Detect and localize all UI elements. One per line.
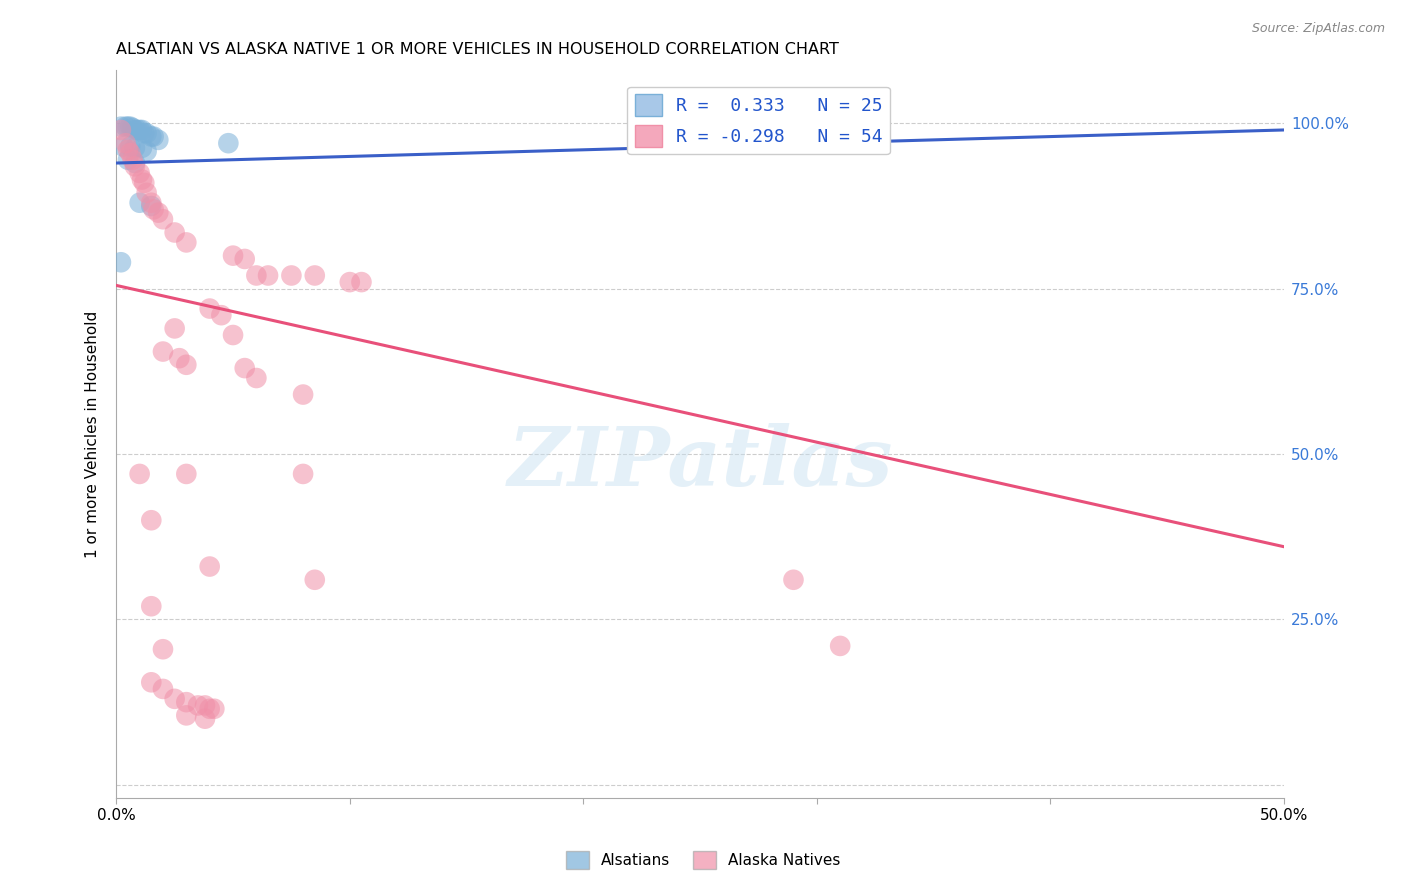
Point: [176, 695, 198, 709]
Point: [350, 275, 373, 289]
Point: [117, 153, 139, 167]
Point: [112, 139, 135, 153]
Point: [152, 344, 174, 359]
Point: [245, 371, 267, 385]
Point: [222, 249, 245, 263]
Point: [304, 268, 326, 283]
Point: [233, 361, 256, 376]
Point: [120, 146, 142, 161]
Point: [117, 120, 139, 134]
Point: [110, 255, 132, 269]
Point: [117, 143, 139, 157]
Point: [198, 301, 221, 316]
Point: [176, 358, 198, 372]
Point: [292, 387, 315, 401]
Point: [131, 141, 153, 155]
Point: [110, 123, 132, 137]
Point: [124, 141, 146, 155]
Point: [135, 144, 157, 158]
Point: [202, 702, 225, 716]
Point: [141, 129, 163, 144]
Point: [121, 153, 143, 167]
Point: [176, 235, 198, 250]
Legend: R =  0.333   N = 25, R = -0.298   N = 54: R = 0.333 N = 25, R = -0.298 N = 54: [627, 87, 890, 154]
Point: [141, 195, 163, 210]
Point: [233, 252, 256, 266]
Text: ALSATIAN VS ALASKA NATIVE 1 OR MORE VEHICLES IN HOUSEHOLD CORRELATION CHART: ALSATIAN VS ALASKA NATIVE 1 OR MORE VEHI…: [117, 42, 839, 57]
Point: [257, 268, 280, 283]
Point: [124, 123, 146, 137]
Point: [135, 186, 157, 200]
Point: [142, 129, 165, 144]
Point: [128, 195, 150, 210]
Point: [128, 166, 150, 180]
Point: [152, 642, 174, 657]
Point: [124, 159, 146, 173]
Point: [141, 675, 163, 690]
Point: [148, 133, 170, 147]
Point: [198, 559, 221, 574]
Point: [131, 123, 153, 137]
Point: [176, 467, 198, 481]
Point: [339, 275, 361, 289]
Legend: Alsatians, Alaska Natives: Alsatians, Alaska Natives: [560, 845, 846, 875]
Point: [141, 513, 163, 527]
Point: [152, 212, 174, 227]
Point: [124, 156, 146, 170]
Point: [292, 467, 315, 481]
Point: [209, 308, 232, 322]
Point: [141, 599, 163, 614]
Point: [304, 573, 326, 587]
Point: [121, 120, 143, 135]
Y-axis label: 1 or more Vehicles in Household: 1 or more Vehicles in Household: [86, 310, 100, 558]
Point: [127, 123, 149, 137]
Point: [110, 120, 132, 134]
Point: [120, 139, 142, 153]
Point: [222, 328, 245, 343]
Point: [141, 199, 163, 213]
Point: [163, 226, 186, 240]
Point: [128, 467, 150, 481]
Point: [114, 120, 136, 134]
Point: [198, 702, 221, 716]
Point: [142, 202, 165, 217]
Point: [194, 698, 217, 713]
Point: [169, 351, 191, 366]
Point: [148, 205, 170, 219]
Point: [194, 712, 217, 726]
Point: [245, 268, 267, 283]
Point: [114, 136, 136, 151]
Point: [187, 698, 209, 713]
Text: ZIPatlas: ZIPatlas: [508, 424, 893, 503]
Point: [280, 268, 302, 283]
Text: Source: ZipAtlas.com: Source: ZipAtlas.com: [1251, 22, 1385, 36]
Point: [782, 573, 804, 587]
Point: [120, 120, 142, 134]
Point: [163, 691, 186, 706]
Point: [128, 123, 150, 137]
Point: [830, 639, 852, 653]
Point: [163, 321, 186, 335]
Point: [217, 136, 239, 151]
Point: [152, 681, 174, 696]
Point: [134, 176, 156, 190]
Point: [134, 126, 156, 140]
Point: [131, 172, 153, 186]
Point: [176, 708, 198, 723]
Point: [135, 126, 157, 140]
